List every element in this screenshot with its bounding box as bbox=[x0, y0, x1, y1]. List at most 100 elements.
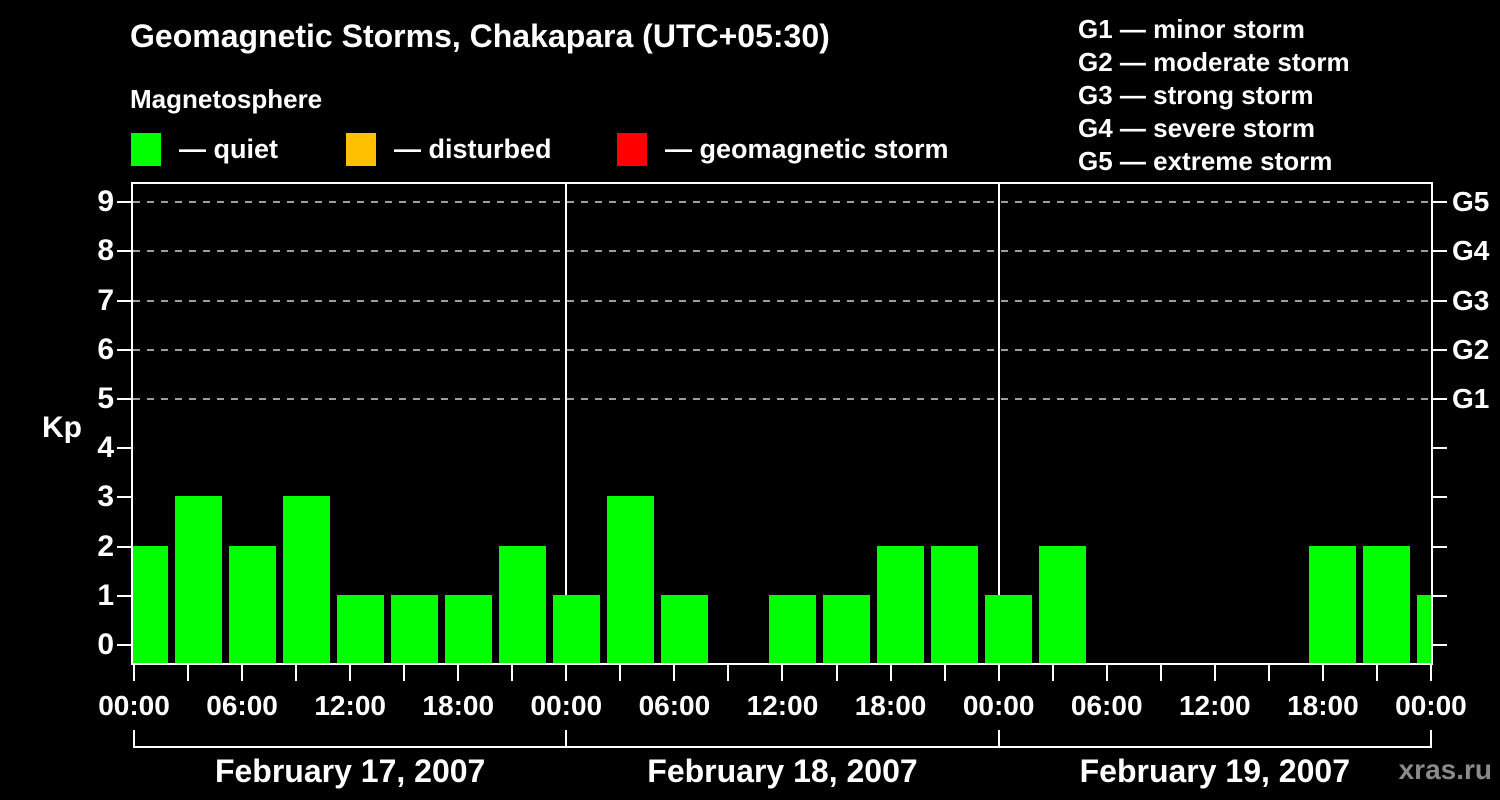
x-axis-tick bbox=[1429, 665, 1432, 681]
y-axis-tick-label-1: 1 bbox=[97, 578, 114, 612]
y-axis-tick-label-4: 4 bbox=[97, 431, 114, 465]
y-axis-tick-right-8 bbox=[1433, 250, 1447, 253]
kp-gridline-5 bbox=[133, 398, 1431, 400]
kp-gridline-6 bbox=[133, 348, 1431, 351]
watermark-xras-ru: xras.ru bbox=[1398, 754, 1492, 785]
x-axis-tick bbox=[1375, 665, 1378, 681]
legend-label-geomagnetic-storm: — geomagnetic storm bbox=[665, 134, 949, 164]
x-axis-tick bbox=[1213, 665, 1216, 681]
y-axis-tick-right-7 bbox=[1433, 299, 1447, 302]
kp-bar bbox=[985, 594, 1033, 663]
kp-bar bbox=[174, 496, 222, 663]
y-axis-tick-label-7: 7 bbox=[97, 283, 114, 317]
g-level-label-G3: G3 bbox=[1452, 284, 1490, 316]
y-axis-tick-right-9 bbox=[1433, 201, 1447, 204]
date-label: February 19, 2007 bbox=[1079, 753, 1350, 789]
y-axis-tick-left-1 bbox=[117, 594, 131, 597]
y-axis-tick-left-9 bbox=[117, 201, 131, 204]
kp-bar bbox=[768, 594, 816, 663]
x-axis-tick bbox=[565, 665, 568, 681]
x-axis-tick bbox=[349, 665, 352, 681]
x-axis-tick bbox=[673, 665, 676, 681]
time-tick-label: 06:00 bbox=[1070, 690, 1143, 721]
g-scale-legend: G1 — minor storm G2 — moderate storm G3 — … bbox=[1078, 13, 1350, 178]
kp-bar bbox=[1417, 594, 1431, 663]
g-level-label-G1: G1 bbox=[1452, 383, 1490, 414]
x-axis-tick bbox=[1159, 665, 1162, 681]
x-axis-tick bbox=[889, 665, 892, 681]
time-tick-label: 00:00 bbox=[530, 690, 603, 721]
kp-legend-item-quiet: — quiet bbox=[131, 133, 278, 166]
g-level-label-G2: G2 bbox=[1452, 333, 1490, 365]
x-axis-tick bbox=[1105, 665, 1108, 681]
x-axis-tick bbox=[295, 665, 298, 681]
kp-bar bbox=[1039, 545, 1087, 663]
x-axis-tick bbox=[241, 665, 244, 681]
kp-bar bbox=[133, 545, 168, 663]
y-axis-tick-left-5 bbox=[117, 398, 131, 400]
kp-bar bbox=[660, 594, 708, 663]
g-legend-line-5: G5 — extreme storm bbox=[1078, 146, 1333, 176]
y-axis-tick-right-6 bbox=[1433, 348, 1447, 351]
y-axis-title: Kp bbox=[42, 411, 82, 444]
y-axis-tick-label-6: 6 bbox=[97, 332, 114, 366]
kp-gridline-7 bbox=[133, 299, 1431, 302]
y-axis-tick-label-8: 8 bbox=[97, 234, 114, 268]
kp-legend-item-geomagnetic-storm: — geomagnetic storm bbox=[617, 133, 949, 166]
day-boundary-line-2 bbox=[997, 184, 1000, 663]
legend-swatch-quiet-icon bbox=[131, 133, 161, 166]
time-tick-label: 12:00 bbox=[746, 690, 819, 721]
kp-bar bbox=[552, 594, 600, 663]
time-tick-label: 18:00 bbox=[422, 690, 495, 721]
x-axis-tick bbox=[943, 665, 946, 681]
y-axis-tick-left-7 bbox=[117, 299, 131, 302]
kp-bar bbox=[498, 545, 546, 663]
x-axis-tick bbox=[997, 665, 1000, 681]
x-axis-tick bbox=[835, 665, 838, 681]
kp-legend-item-disturbed: — disturbed bbox=[346, 133, 552, 166]
y-axis-tick-left-0 bbox=[117, 644, 131, 646]
kp-bar bbox=[228, 545, 276, 663]
date-axis-tick-0 bbox=[133, 730, 135, 748]
time-tick-label: 12:00 bbox=[1178, 690, 1251, 721]
y-axis-tick-label-0: 0 bbox=[97, 628, 114, 661]
x-axis-tick bbox=[1051, 665, 1054, 681]
y-axis-tick-right-4 bbox=[1433, 447, 1447, 450]
g-legend-line-1: G1 — minor storm bbox=[1078, 14, 1305, 44]
date-label: February 17, 2007 bbox=[214, 753, 486, 789]
g-level-label-G4: G4 bbox=[1452, 235, 1490, 267]
kp-bar bbox=[1363, 545, 1411, 663]
time-tick-label: 12:00 bbox=[314, 690, 386, 721]
x-axis-tick bbox=[403, 665, 406, 681]
legend-swatch-geomagnetic-storm-icon bbox=[617, 133, 647, 166]
kp-bar bbox=[336, 594, 384, 663]
kp-bar bbox=[390, 594, 438, 663]
kp-gridline-8 bbox=[133, 250, 1431, 253]
kp-gridline-9 bbox=[133, 201, 1431, 204]
date-axis-tick-1 bbox=[565, 730, 568, 748]
y-axis-tick-label-9: 9 bbox=[97, 185, 114, 219]
time-tick-label: 06:00 bbox=[206, 690, 278, 721]
chart-subtitle: Magnetosphere bbox=[130, 84, 323, 114]
kp-bar bbox=[606, 496, 654, 663]
date-axis-tick-2 bbox=[997, 730, 1000, 748]
kp-bar bbox=[1309, 545, 1357, 663]
legend-swatch-disturbed-icon bbox=[346, 133, 376, 166]
y-axis-tick-left-3 bbox=[117, 496, 131, 499]
plot-area bbox=[131, 182, 1433, 665]
y-axis-tick-left-2 bbox=[117, 545, 131, 548]
g-legend-line-4: G4 — severe storm bbox=[1078, 113, 1316, 143]
y-axis-tick-label-5: 5 bbox=[97, 382, 114, 415]
x-axis-tick bbox=[781, 665, 784, 681]
time-tick-label: 00:00 bbox=[98, 690, 170, 721]
y-axis-tick-right-0 bbox=[1433, 644, 1447, 646]
y-axis-tick-label-2: 2 bbox=[97, 529, 114, 563]
kp-bar bbox=[931, 545, 979, 663]
x-axis-tick bbox=[133, 665, 135, 681]
y-axis-tick-label-3: 3 bbox=[97, 480, 114, 514]
y-axis-tick-left-4 bbox=[117, 447, 131, 450]
x-axis-tick bbox=[619, 665, 622, 681]
legend-label-quiet: — quiet bbox=[179, 134, 278, 164]
x-axis-tick bbox=[1267, 665, 1270, 681]
